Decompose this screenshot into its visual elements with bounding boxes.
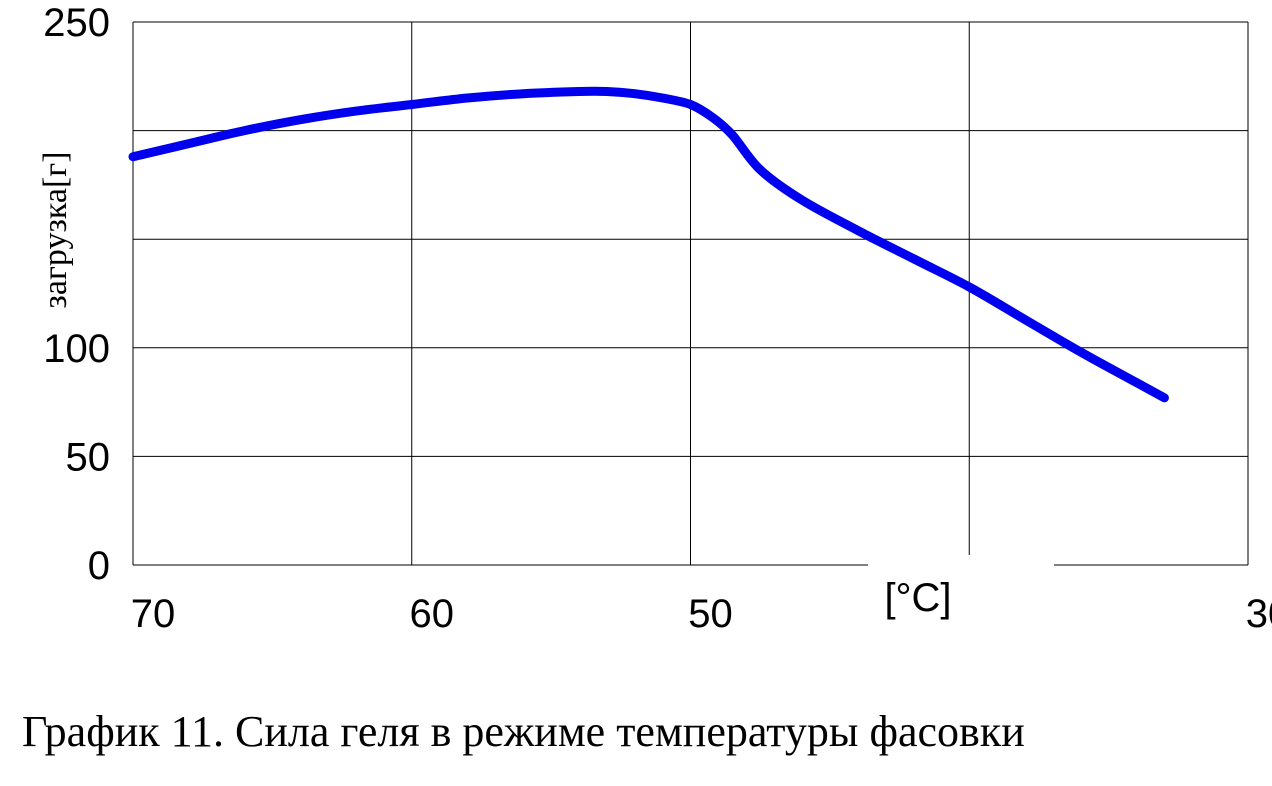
x-tick-label: 50	[688, 592, 733, 636]
x-axis-unit: [°C]	[884, 576, 951, 620]
y-axis-label: загрузка[г]	[37, 151, 74, 308]
unit-label-background	[868, 555, 1054, 625]
grid	[132, 21, 1249, 566]
y-tick-label: 100	[43, 327, 110, 371]
x-tick-label: 60	[410, 592, 455, 636]
y-tick-label: 250	[43, 1, 110, 45]
x-tick-label: 70	[131, 592, 176, 636]
series-line	[128, 86, 1169, 403]
y-tick-label: 50	[66, 435, 111, 479]
x-axis-ticks: 70 60 50 30	[131, 592, 1272, 636]
y-tick-label: 0	[88, 544, 110, 588]
y-axis-ticks: 250 100 50 0	[43, 1, 110, 588]
figure-caption: График 11. Сила геля в режиме температур…	[22, 707, 1025, 756]
x-tick-label: 30	[1246, 592, 1272, 636]
